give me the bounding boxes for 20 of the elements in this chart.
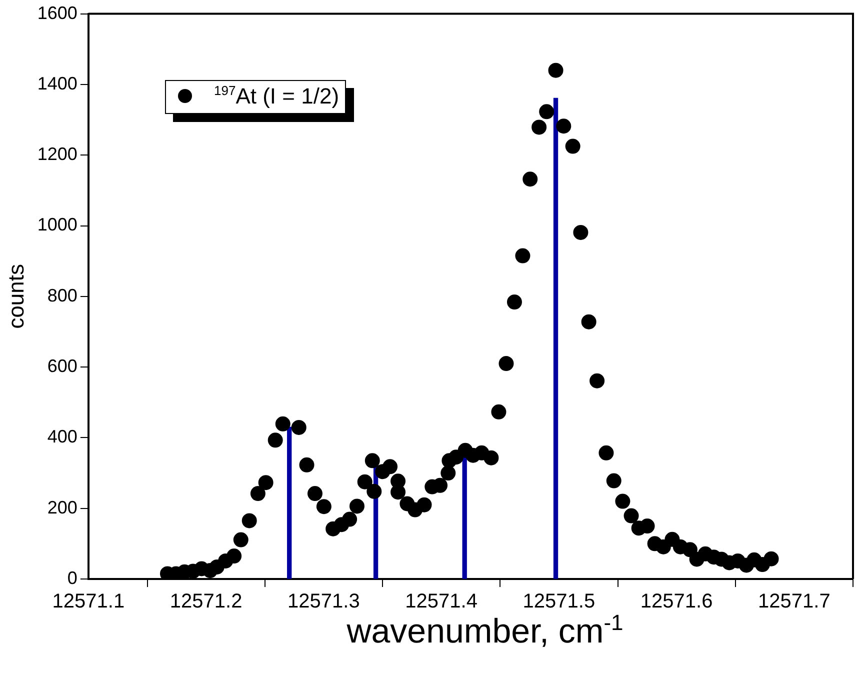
y-tick-label: 400	[47, 426, 78, 447]
legend-label: $^{197}$At (I = 1/2)	[214, 83, 340, 110]
bar	[553, 98, 558, 579]
y-tick-label: 800	[47, 285, 78, 306]
x-tick-label: 12571.5	[522, 590, 596, 613]
x-tick-label: 12571.1	[52, 590, 125, 613]
x-tick-label: 12571.2	[170, 590, 242, 613]
y-tick-label: 600	[47, 356, 78, 376]
y-axis-title: counts	[3, 264, 28, 329]
x-tick-label: 12571.6	[640, 590, 713, 613]
x-tick-label: 12571.7	[758, 590, 830, 613]
x-tick-label: 12571.3	[288, 590, 360, 613]
y-tick-label: 1000	[37, 214, 78, 235]
y-tick-label: 200	[47, 497, 78, 518]
x-tick-label: 12571.4	[405, 590, 478, 613]
y-tick-label: 1600	[37, 2, 78, 23]
y-tick-label: 1400	[37, 73, 78, 94]
x-axis-title: wavenumber, cm$^{-1}$	[346, 610, 624, 650]
y-tick-label: 1200	[37, 144, 78, 164]
y-tick-label: 0	[67, 568, 78, 588]
